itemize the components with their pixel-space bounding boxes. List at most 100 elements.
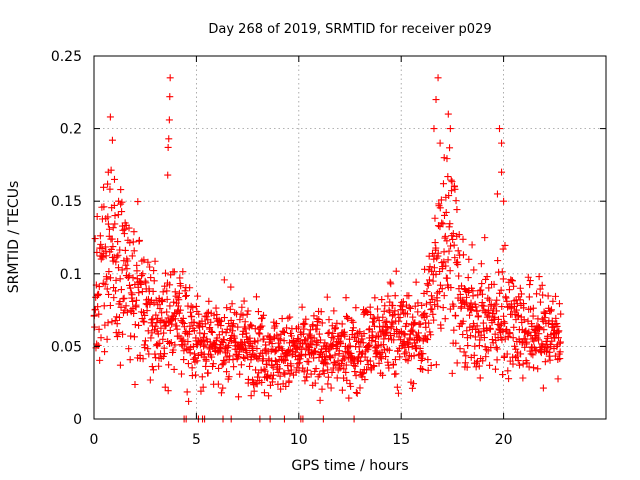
data-point [503, 350, 511, 358]
data-point [431, 239, 439, 247]
data-point [455, 272, 463, 280]
data-point [362, 308, 370, 316]
data-point [368, 328, 376, 336]
data-point [485, 296, 493, 304]
data-point [142, 279, 150, 287]
data-point [130, 228, 138, 236]
data-point [491, 330, 499, 338]
data-point [103, 275, 111, 283]
data-point [104, 319, 112, 327]
data-point [144, 327, 152, 335]
data-point [507, 276, 515, 284]
data-point [375, 359, 383, 367]
data-point [246, 362, 254, 370]
data-point [135, 321, 143, 329]
data-point [485, 306, 493, 314]
data-point [295, 359, 303, 367]
data-point [397, 336, 405, 344]
data-point [200, 342, 208, 350]
data-point [258, 322, 266, 330]
data-point [298, 303, 306, 311]
data-point [240, 297, 248, 305]
x-tick-labels: 0 5 10 15 20 [90, 432, 513, 448]
plot-frame [93, 55, 607, 420]
data-point [327, 384, 335, 392]
data-point [521, 343, 529, 351]
data-point [496, 322, 504, 330]
data-point [403, 320, 411, 328]
data-point [379, 371, 387, 379]
data-point [246, 340, 254, 348]
data-point [533, 290, 541, 298]
data-point [498, 303, 506, 311]
data-point [221, 358, 229, 366]
data-point [366, 357, 374, 365]
data-point [409, 380, 417, 388]
data-point [255, 352, 263, 360]
data-point [98, 245, 106, 253]
data-point [556, 348, 564, 356]
data-point [392, 370, 400, 378]
data-point [208, 353, 216, 361]
data-point [554, 334, 562, 342]
data-point [488, 336, 496, 344]
data-point [459, 331, 467, 339]
data-point [250, 387, 258, 395]
data-point [493, 356, 501, 364]
x-tick-label: 0 [90, 432, 99, 448]
data-point [257, 366, 265, 374]
data-point [389, 360, 397, 368]
data-point [117, 186, 125, 194]
data-point [556, 338, 564, 346]
data-point [366, 303, 374, 311]
data-point [468, 241, 476, 249]
data-point [441, 232, 449, 240]
data-point [201, 341, 209, 349]
data-point [415, 351, 423, 359]
data-point [393, 383, 401, 391]
data-point [529, 304, 537, 312]
data-point [401, 331, 409, 339]
data-point [539, 384, 547, 392]
data-point [358, 349, 366, 357]
data-point [208, 328, 216, 336]
data-point [182, 292, 190, 300]
data-point [91, 235, 99, 243]
data-point [552, 292, 560, 300]
data-point [437, 324, 445, 332]
data-point [119, 226, 127, 234]
data-point [504, 367, 512, 375]
data-point [463, 327, 471, 335]
data-point [544, 332, 552, 340]
data-point [475, 362, 483, 370]
data-point [186, 284, 194, 292]
data-point [352, 372, 360, 380]
x-tick-label: 5 [192, 432, 201, 448]
data-point [532, 346, 540, 354]
data-point [541, 314, 549, 322]
data-point [237, 310, 245, 318]
data-point [171, 288, 179, 296]
data-point [311, 347, 319, 355]
data-point [434, 302, 442, 310]
data-point [144, 258, 152, 266]
data-point [202, 357, 210, 365]
data-point [396, 353, 404, 361]
data-point [192, 302, 200, 310]
data-point [261, 367, 269, 375]
data-point [384, 292, 392, 300]
data-point [491, 313, 499, 321]
data-point [510, 282, 518, 290]
data-point [212, 304, 220, 312]
data-point [386, 308, 394, 316]
data-point [265, 392, 273, 400]
data-point [470, 266, 478, 274]
data-point [133, 267, 141, 275]
data-point [408, 326, 416, 334]
data-point [410, 319, 418, 327]
data-point [406, 304, 414, 312]
data-point [182, 292, 190, 300]
data-point [400, 330, 408, 338]
data-point [499, 275, 507, 283]
data-point [440, 154, 448, 162]
